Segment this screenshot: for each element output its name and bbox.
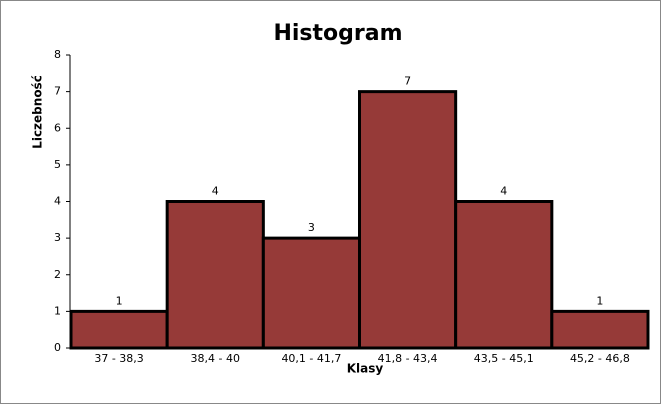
y-tick-label: 2 [54, 268, 61, 281]
y-tick-label: 1 [54, 304, 61, 317]
bar [454, 200, 554, 350]
y-axis-label: Liczebność [31, 75, 45, 149]
y-tick-label: 5 [54, 158, 61, 171]
data-label: 4 [500, 185, 507, 198]
x-tick-label: 40,1 - 41,7 [281, 352, 341, 365]
data-label: 7 [404, 75, 411, 88]
y-tick-label: 6 [54, 121, 61, 134]
y-tick-label: 3 [54, 231, 61, 244]
x-tick-label: 37 - 38,3 [94, 352, 143, 365]
data-label: 1 [596, 294, 603, 307]
data-label: 3 [308, 221, 315, 234]
data-label: 1 [116, 294, 123, 307]
y-tick-label: 8 [54, 48, 61, 61]
y-tick-label: 0 [54, 341, 61, 354]
bar [165, 200, 265, 350]
chart-title: Histogram [273, 21, 402, 46]
bar [69, 309, 169, 350]
x-tick-label: 41,8 - 43,4 [378, 352, 438, 365]
x-tick-label: 38,4 - 40 [191, 352, 240, 365]
x-tick-label: 45,2 - 46,8 [570, 352, 630, 365]
bar [550, 309, 650, 350]
bar [358, 90, 458, 350]
bar [261, 236, 362, 350]
y-tick-label: 7 [54, 85, 61, 98]
data-label: 4 [212, 185, 219, 198]
x-tick-label: 43,5 - 45,1 [474, 352, 534, 365]
y-tick-label: 4 [54, 195, 61, 208]
x-axis-label: Klasy [347, 362, 384, 376]
